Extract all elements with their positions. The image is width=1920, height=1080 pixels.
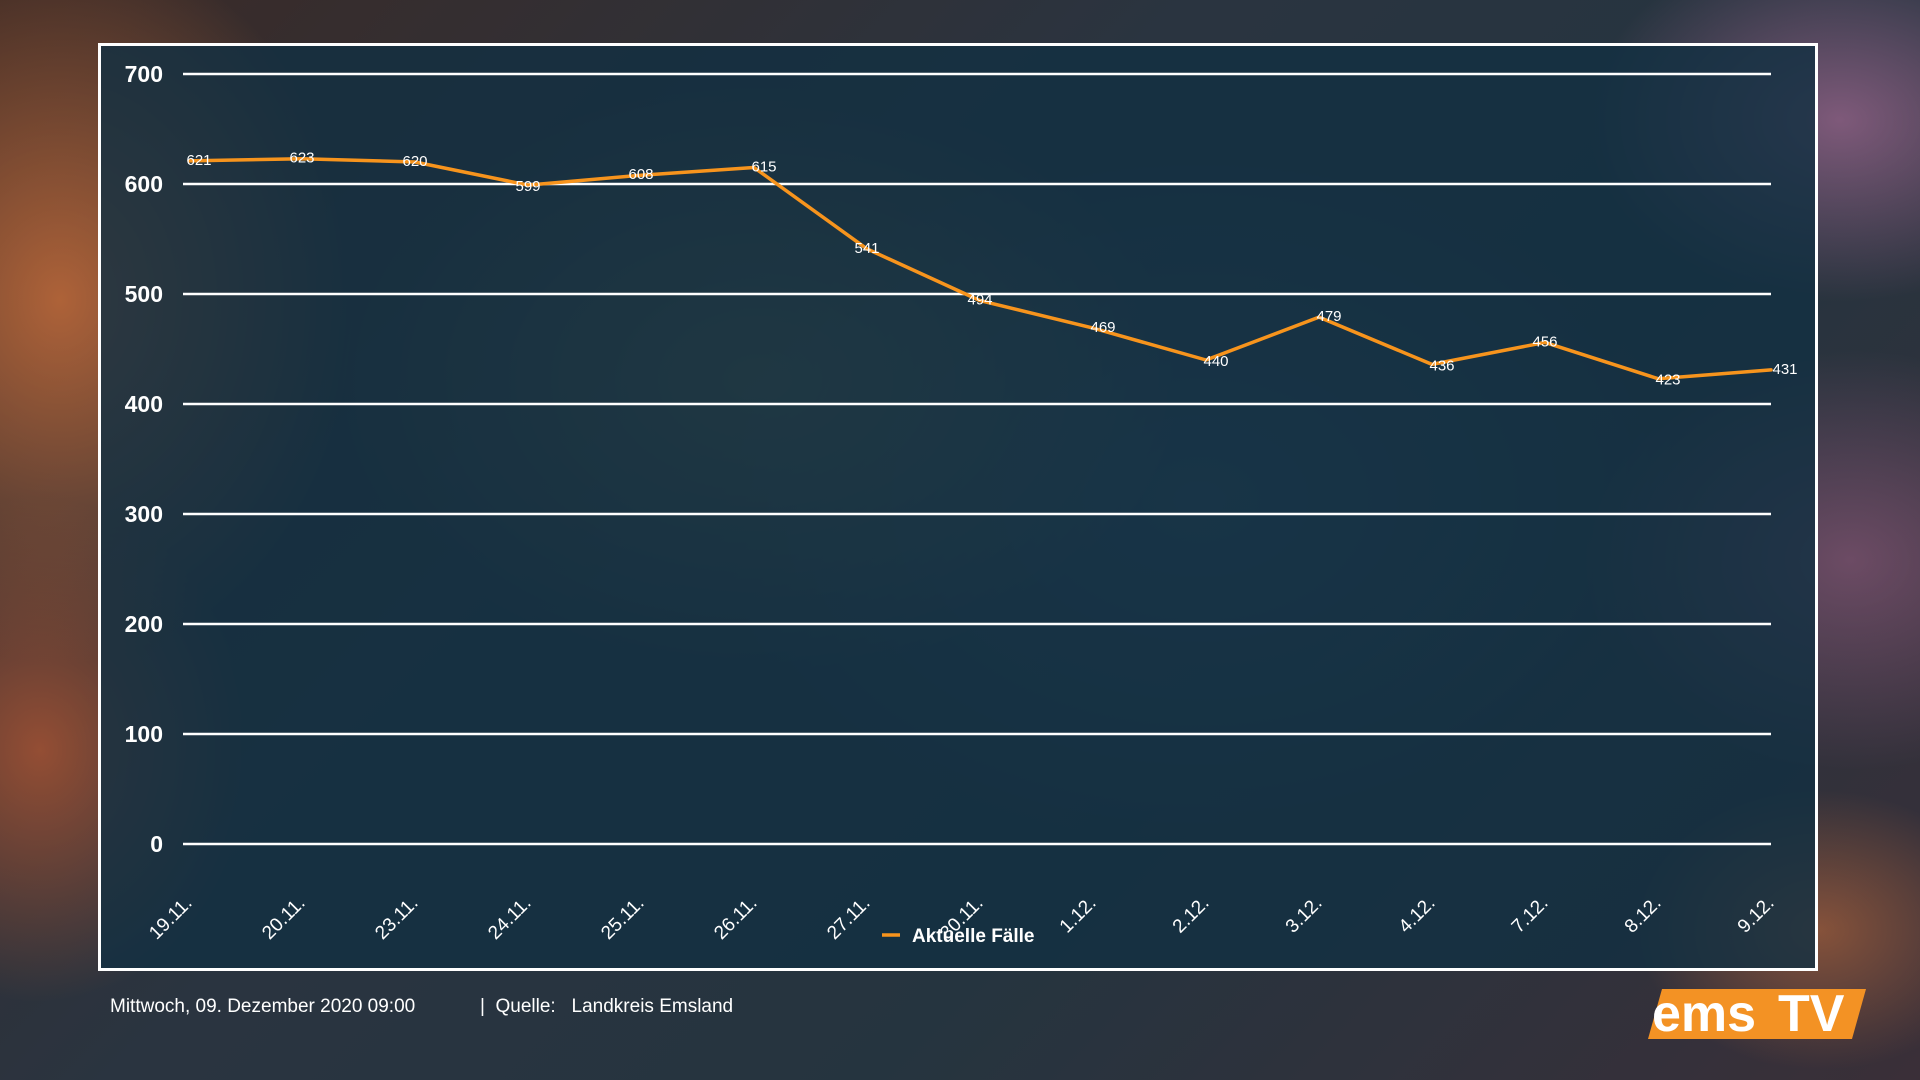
y-tick-label: 600 [125, 171, 163, 197]
data-label: 494 [967, 292, 992, 309]
data-point [1769, 368, 1773, 372]
x-tick-label: 8.12. [1621, 893, 1666, 938]
data-label: 479 [1316, 308, 1341, 325]
footer-date: Mittwoch, 09. Dezember 2020 09:00 [110, 996, 416, 1017]
data-label: 599 [515, 178, 540, 195]
logo-text-tv: TV [1778, 985, 1845, 1043]
y-tick-label: 100 [125, 721, 163, 747]
data-label: 456 [1532, 333, 1557, 350]
x-tick-label: 26.11. [710, 893, 761, 944]
data-point [1204, 358, 1208, 362]
data-label: 608 [628, 166, 653, 183]
x-tick-label: 24.11. [484, 893, 535, 944]
x-tick-label: 20.11. [258, 893, 309, 944]
data-point [1656, 377, 1660, 381]
data-label: 440 [1203, 353, 1228, 370]
chart-panel: 0 100 200 300 400 500 600 700 19.11. 20.11. 23.11.… [98, 43, 1818, 971]
data-point [1543, 340, 1547, 344]
data-label: 615 [751, 159, 776, 176]
data-point [526, 183, 530, 187]
line-chart: 0 100 200 300 400 500 600 700 19.11. 20.11. 23.11.… [125, 61, 1798, 947]
data-label: 620 [402, 153, 427, 170]
data-point [1430, 362, 1434, 366]
x-tick-label: 2.12. [1169, 893, 1214, 938]
data-point [978, 299, 982, 303]
data-point [187, 159, 191, 163]
data-label: 436 [1429, 357, 1454, 374]
x-tick-label: 23.11. [371, 893, 422, 944]
data-point [752, 166, 756, 169]
data-label: 423 [1655, 372, 1680, 389]
footer-source: | Quelle: Landkreis Emsland [480, 996, 734, 1017]
y-tick-label: 200 [125, 611, 163, 637]
y-tick-label: 300 [125, 501, 163, 527]
data-point [639, 173, 643, 177]
data-point [300, 157, 304, 161]
x-tick-label: 25.11. [597, 893, 648, 944]
ems-tv-logo: ems TV [1648, 985, 1866, 1043]
y-tick-label: 400 [125, 391, 163, 417]
data-point [413, 160, 417, 164]
data-label: 541 [854, 240, 879, 257]
x-tick-label: 27.11. [823, 893, 874, 944]
logo-shape [1648, 989, 1866, 1039]
data-point [865, 247, 869, 251]
legend-label: Aktuelle Fälle [912, 926, 1035, 947]
data-point [1317, 315, 1321, 319]
data-label: 621 [186, 152, 211, 169]
x-tick-label: 4.12. [1395, 893, 1440, 938]
y-tick-label: 500 [125, 281, 163, 307]
y-tick-label: 700 [125, 61, 163, 87]
x-tick-label: 7.12. [1508, 893, 1553, 938]
data-label: 623 [289, 150, 314, 167]
data-label: 431 [1772, 361, 1797, 378]
x-tick-label: 3.12. [1282, 893, 1327, 938]
x-tick-label: 9.12. [1734, 893, 1779, 938]
data-label: 469 [1090, 319, 1115, 336]
data-point [1091, 326, 1095, 330]
logo-text-ems: ems [1652, 985, 1756, 1043]
x-tick-label: 19.11. [145, 893, 196, 944]
x-tick-label: 1.12. [1056, 893, 1101, 938]
y-tick-label: 0 [150, 831, 163, 857]
